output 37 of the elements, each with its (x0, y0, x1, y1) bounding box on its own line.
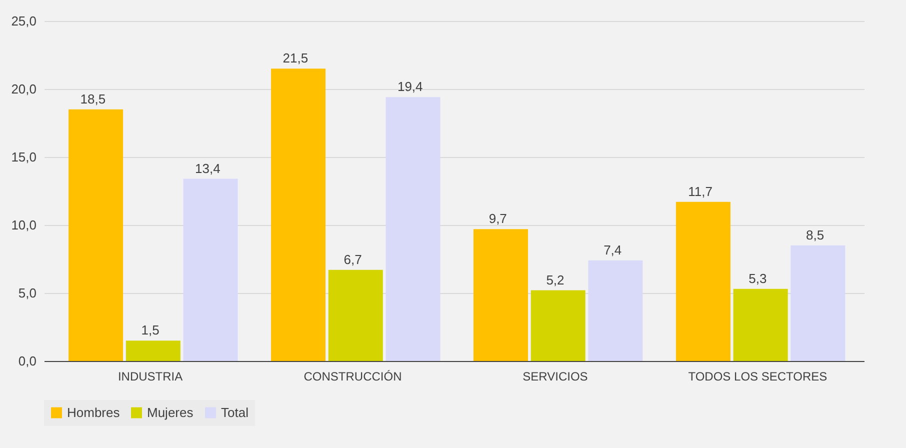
legend-label: Hombres (67, 404, 120, 420)
bar (588, 260, 643, 361)
x-tick-label: CONSTRUCCIÓN (304, 370, 402, 384)
y-tick-label: 20,0 (11, 82, 36, 96)
bar (473, 229, 528, 361)
y-tick-label: 25,0 (11, 14, 36, 28)
bar (676, 202, 730, 361)
data-label: 9,7 (488, 211, 507, 226)
data-label: 8,5 (806, 227, 824, 242)
y-tick-label: 15,0 (11, 150, 36, 164)
bar (328, 270, 383, 361)
x-tick-label: INDUSTRIA (118, 370, 183, 384)
data-label: 19,4 (397, 79, 423, 94)
data-label: 1,5 (141, 322, 160, 338)
y-tick-label: 5,0 (18, 286, 36, 300)
bar (530, 290, 586, 361)
bar (126, 340, 180, 361)
data-label: 11,7 (688, 184, 713, 199)
data-label: 5,3 (748, 270, 767, 286)
x-tick-label: TODOS LOS SECTORES (688, 370, 828, 384)
legend-label: Mujeres (147, 404, 194, 420)
bar (271, 68, 326, 361)
x-tick-label: SERVICIOS (522, 370, 588, 384)
bar (790, 245, 846, 361)
bar (733, 288, 788, 361)
data-label: 7,4 (604, 242, 622, 258)
bar (183, 178, 238, 361)
data-label: 6,7 (344, 252, 362, 267)
data-label: 21,5 (282, 50, 308, 66)
y-tick-label: 10,0 (11, 218, 36, 232)
data-label: 18,5 (80, 91, 106, 106)
y-tick-label: 0,0 (18, 354, 36, 368)
legend-label: Total (221, 404, 249, 420)
bar (68, 109, 124, 361)
data-label: 5,2 (546, 272, 564, 288)
data-label: 13,4 (195, 160, 220, 176)
bar (386, 97, 440, 361)
